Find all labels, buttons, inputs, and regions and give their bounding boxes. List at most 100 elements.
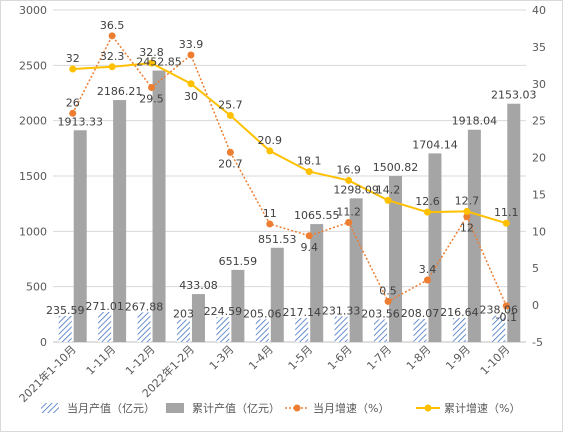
- data-label-monthly-growth: 3.4: [419, 263, 437, 276]
- data-label-monthly-output: 238.06: [480, 304, 519, 317]
- data-label-cumulative-growth: 14.2: [376, 183, 401, 196]
- point-cumulative-growth: [345, 176, 353, 184]
- x-tick-label: 1-8月: [404, 343, 434, 373]
- data-label-monthly-growth: 0.5: [379, 284, 397, 297]
- y-right-tick-label: 40: [532, 4, 546, 17]
- point-monthly-growth: [226, 148, 234, 156]
- point-cumulative-growth: [266, 147, 274, 155]
- point-cumulative-growth: [187, 80, 195, 88]
- data-label-cumulative-growth: 30: [184, 90, 198, 103]
- data-label-monthly-output: 231.33: [322, 304, 361, 317]
- line-cumulative-growth: [72, 62, 507, 225]
- legend-marker-cumulative-growth: [424, 404, 432, 412]
- point-cumulative-growth: [305, 168, 313, 176]
- bar-cumulative-output: [389, 175, 403, 342]
- data-label-cumulative-output: 1913.33: [57, 115, 103, 128]
- legend-swatch-monthly-output: [41, 403, 59, 413]
- bar-cumulative-output: [507, 103, 521, 342]
- point-cumulative-growth: [148, 59, 156, 67]
- data-label-cumulative-output: 851.53: [258, 233, 297, 246]
- y-left-tick-label: 1000: [19, 225, 47, 238]
- bar-monthly-output: [452, 318, 466, 342]
- bar-cumulative-output: [349, 198, 363, 342]
- data-label-cumulative-growth: 20.9: [258, 134, 283, 147]
- point-monthly-growth: [305, 232, 313, 240]
- x-tick-label: 1-4月: [246, 343, 276, 373]
- bar-cumulative-output: [73, 130, 87, 342]
- y-right-tick-label: 0: [532, 299, 539, 312]
- y-left-tick-label: 0: [40, 336, 47, 349]
- data-label-monthly-growth: 11: [263, 207, 277, 220]
- legend-label: 累计增速（%）: [444, 401, 520, 415]
- data-label-cumulative-output: 1918.04: [452, 115, 498, 128]
- data-label-monthly-output: 203.56: [361, 307, 400, 320]
- line-monthly-growth: [72, 34, 507, 307]
- x-tick-label: 2021年1-10月: [16, 342, 79, 405]
- data-label-monthly-output: 224.59: [204, 305, 243, 318]
- data-label-monthly-output: 235.59: [46, 304, 85, 317]
- x-tick-label: 1-11月: [84, 343, 119, 378]
- bar-monthly-output: [98, 312, 112, 342]
- data-label-monthly-growth: 20.7: [218, 157, 243, 170]
- data-label-monthly-output: 203: [173, 308, 194, 321]
- data-label-monthly-growth: -0.1: [496, 311, 517, 324]
- data-label-cumulative-output: 2153.03: [491, 89, 537, 102]
- point-monthly-growth: [423, 276, 431, 284]
- y-left-tick-label: 1500: [19, 170, 47, 183]
- point-monthly-growth: [345, 218, 353, 226]
- bar-cumulative-output: [113, 100, 127, 343]
- bar-cumulative-output: [270, 247, 284, 342]
- data-label-cumulative-growth: 16.9: [336, 163, 361, 176]
- data-label-cumulative-growth: 11.1: [494, 206, 519, 219]
- data-label-monthly-output: 217.14: [282, 306, 321, 319]
- x-tick-label: 1-6月: [325, 343, 355, 373]
- bar-monthly-output: [374, 319, 388, 342]
- x-tick-label: 1-5月: [286, 343, 316, 373]
- data-label-monthly-growth: 36.5: [100, 19, 125, 32]
- bar-monthly-output: [137, 312, 151, 342]
- point-monthly-growth: [69, 109, 77, 117]
- y-right-tick-label: 35: [532, 41, 546, 54]
- point-cumulative-growth: [384, 196, 392, 204]
- legend-label: 当月产值（亿元）: [67, 401, 155, 415]
- data-label-cumulative-growth: 18.1: [297, 155, 322, 168]
- y-left-tick-label: 3000: [19, 4, 47, 17]
- data-label-cumulative-growth: 32.3: [100, 50, 125, 63]
- bar-monthly-output: [295, 317, 309, 342]
- bar-monthly-output: [255, 319, 269, 342]
- data-label-monthly-output: 216.64: [440, 306, 479, 319]
- data-label-monthly-output: 267.88: [125, 300, 164, 313]
- bar-monthly-output: [58, 315, 72, 342]
- data-label-monthly-output: 208.07: [401, 307, 440, 320]
- bar-monthly-output: [413, 318, 427, 342]
- bar-monthly-output: [492, 315, 506, 342]
- y-right-tick-label: -5: [532, 336, 543, 349]
- point-monthly-growth: [384, 297, 392, 305]
- legend-swatch-cumulative-output: [166, 403, 184, 413]
- bar-monthly-output: [334, 316, 348, 342]
- bar-cumulative-output: [231, 269, 245, 342]
- point-monthly-growth: [266, 220, 274, 228]
- x-tick-label: 1-3月: [207, 343, 237, 373]
- bar-monthly-output: [216, 317, 230, 342]
- legend: 当月产值（亿元） 累计产值（亿元） 当月增速（%） 累计增速（%）: [41, 401, 520, 415]
- point-cumulative-growth: [502, 219, 510, 227]
- x-tick-label: 1-12月: [123, 343, 158, 378]
- data-label-cumulative-output: 1500.82: [373, 161, 419, 174]
- y-right-tick-label: 5: [532, 262, 539, 275]
- bars-layer: [58, 70, 521, 343]
- legend-marker-monthly-growth: [293, 404, 301, 412]
- bar-cumulative-output: [467, 129, 481, 342]
- data-label-cumulative-growth: 25.7: [218, 99, 243, 112]
- legend-label: 累计产值（亿元）: [192, 401, 280, 415]
- point-cumulative-growth: [463, 207, 471, 215]
- lines-layer: [69, 32, 510, 310]
- bar-cumulative-output: [310, 224, 324, 342]
- point-monthly-growth: [502, 302, 510, 310]
- data-label-monthly-growth: 26: [66, 96, 80, 109]
- data-label-cumulative-growth: 32.8: [139, 46, 164, 59]
- x-tick-label: 1-10月: [478, 343, 513, 378]
- y-left-tick-label: 500: [26, 281, 47, 294]
